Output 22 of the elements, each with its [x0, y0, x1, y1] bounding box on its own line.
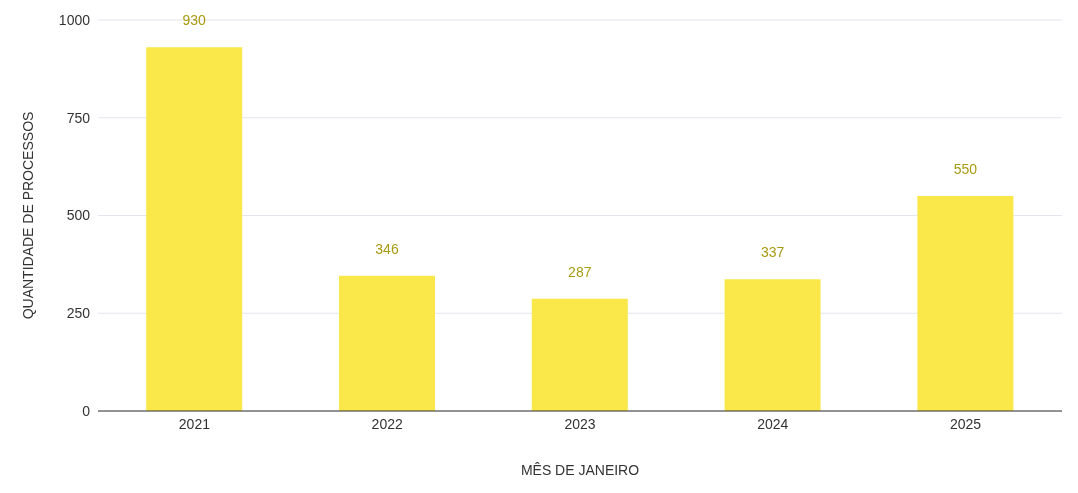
bar: [146, 47, 243, 411]
bar: [531, 298, 628, 411]
x-tick-label: 2024: [757, 415, 789, 432]
bar: [724, 279, 821, 411]
y-tick-label: 1000: [58, 11, 91, 28]
bar: [917, 195, 1014, 411]
x-tick-label: 2025: [950, 415, 982, 432]
x-tick-label: 2022: [371, 415, 403, 432]
y-tick-label: 500: [66, 207, 91, 224]
y-tick-label: 750: [66, 109, 91, 126]
data-label: 337: [760, 244, 785, 261]
x-tick-label: 2023: [564, 415, 596, 432]
data-label: 550: [953, 160, 978, 177]
y-tick-label: 0: [82, 402, 91, 419]
data-label: 930: [182, 12, 207, 29]
x-axis-title: MÊS DE JANEIRO: [520, 462, 640, 478]
bar: [339, 275, 435, 411]
y-axis-title: QUANTIDADE DE PROCESSOS: [19, 111, 36, 320]
x-tick-label: 2021: [178, 415, 211, 432]
y-tick-label: 250: [66, 305, 91, 322]
data-label: 287: [568, 263, 592, 280]
data-label: 346: [375, 240, 399, 257]
